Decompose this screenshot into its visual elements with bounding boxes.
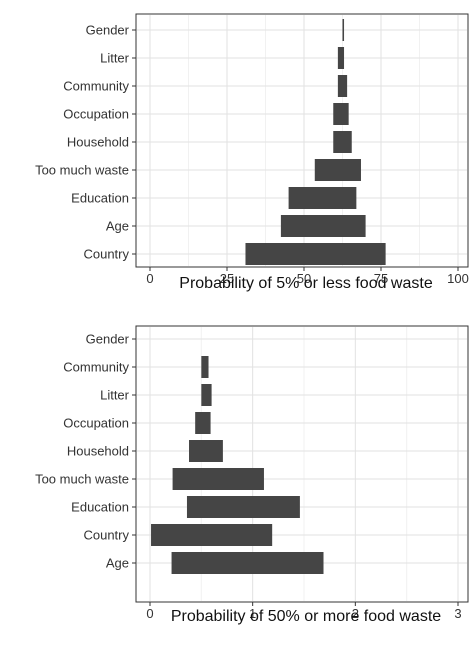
y-tick-label: Country [83, 247, 129, 262]
bar-litter [337, 47, 345, 69]
x-tick-label: 3 [454, 606, 461, 621]
x-tick-label: 100 [447, 271, 469, 286]
y-tick-label: Age [106, 556, 129, 571]
bar-gender [342, 19, 345, 41]
x-tick-label: 0 [146, 271, 153, 286]
x-tick-label: 25 [220, 271, 234, 286]
y-tick-label: Gender [86, 23, 130, 38]
bar-household [333, 131, 352, 153]
bar-country [151, 524, 273, 546]
bar-age [280, 215, 366, 237]
x-tick-label: 2 [352, 606, 359, 621]
bar-education [288, 187, 357, 209]
bar-country [245, 243, 386, 265]
y-tick-label: Household [67, 444, 129, 459]
bar-community [201, 356, 209, 378]
y-tick-label: Household [67, 135, 129, 150]
y-tick-label: Too much waste [35, 163, 129, 178]
y-tick-label: Education [71, 500, 129, 515]
bar-occupation [333, 103, 349, 125]
bar-age [171, 552, 324, 574]
y-tick-label: Gender [86, 332, 130, 347]
y-tick-label: Occupation [63, 416, 129, 431]
y-tick-label: Litter [100, 51, 130, 66]
x-axis-title: Probability of 5% or less food waste [179, 275, 433, 292]
y-tick-label: Occupation [63, 107, 129, 122]
y-tick-label: Litter [100, 388, 130, 403]
bar-too-much-waste [314, 159, 361, 181]
bar-household [189, 440, 223, 462]
x-tick-label: 50 [297, 271, 311, 286]
bar-litter [201, 384, 212, 406]
y-tick-label: Community [63, 79, 129, 94]
bar-education [186, 496, 300, 518]
x-tick-label: 75 [374, 271, 388, 286]
x-tick-label: 0 [146, 606, 153, 621]
bar-occupation [195, 412, 211, 434]
y-tick-label: Community [63, 360, 129, 375]
bottom-chart-panel: Gender Community Litter Occupation Household… [35, 325, 469, 625]
top-chart-panel: Gender Litter Community Occupation Household… [35, 13, 469, 292]
y-tick-label: Country [83, 528, 129, 543]
y-tick-label: Too much waste [35, 472, 129, 487]
y-tick-label: Education [71, 191, 129, 206]
x-axis-title: Probability of 50% or more food waste [171, 608, 441, 625]
bar-too-much-waste [172, 468, 264, 490]
x-tick-label: 1 [249, 606, 256, 621]
bar-community [337, 75, 348, 97]
y-tick-label: Age [106, 219, 129, 234]
